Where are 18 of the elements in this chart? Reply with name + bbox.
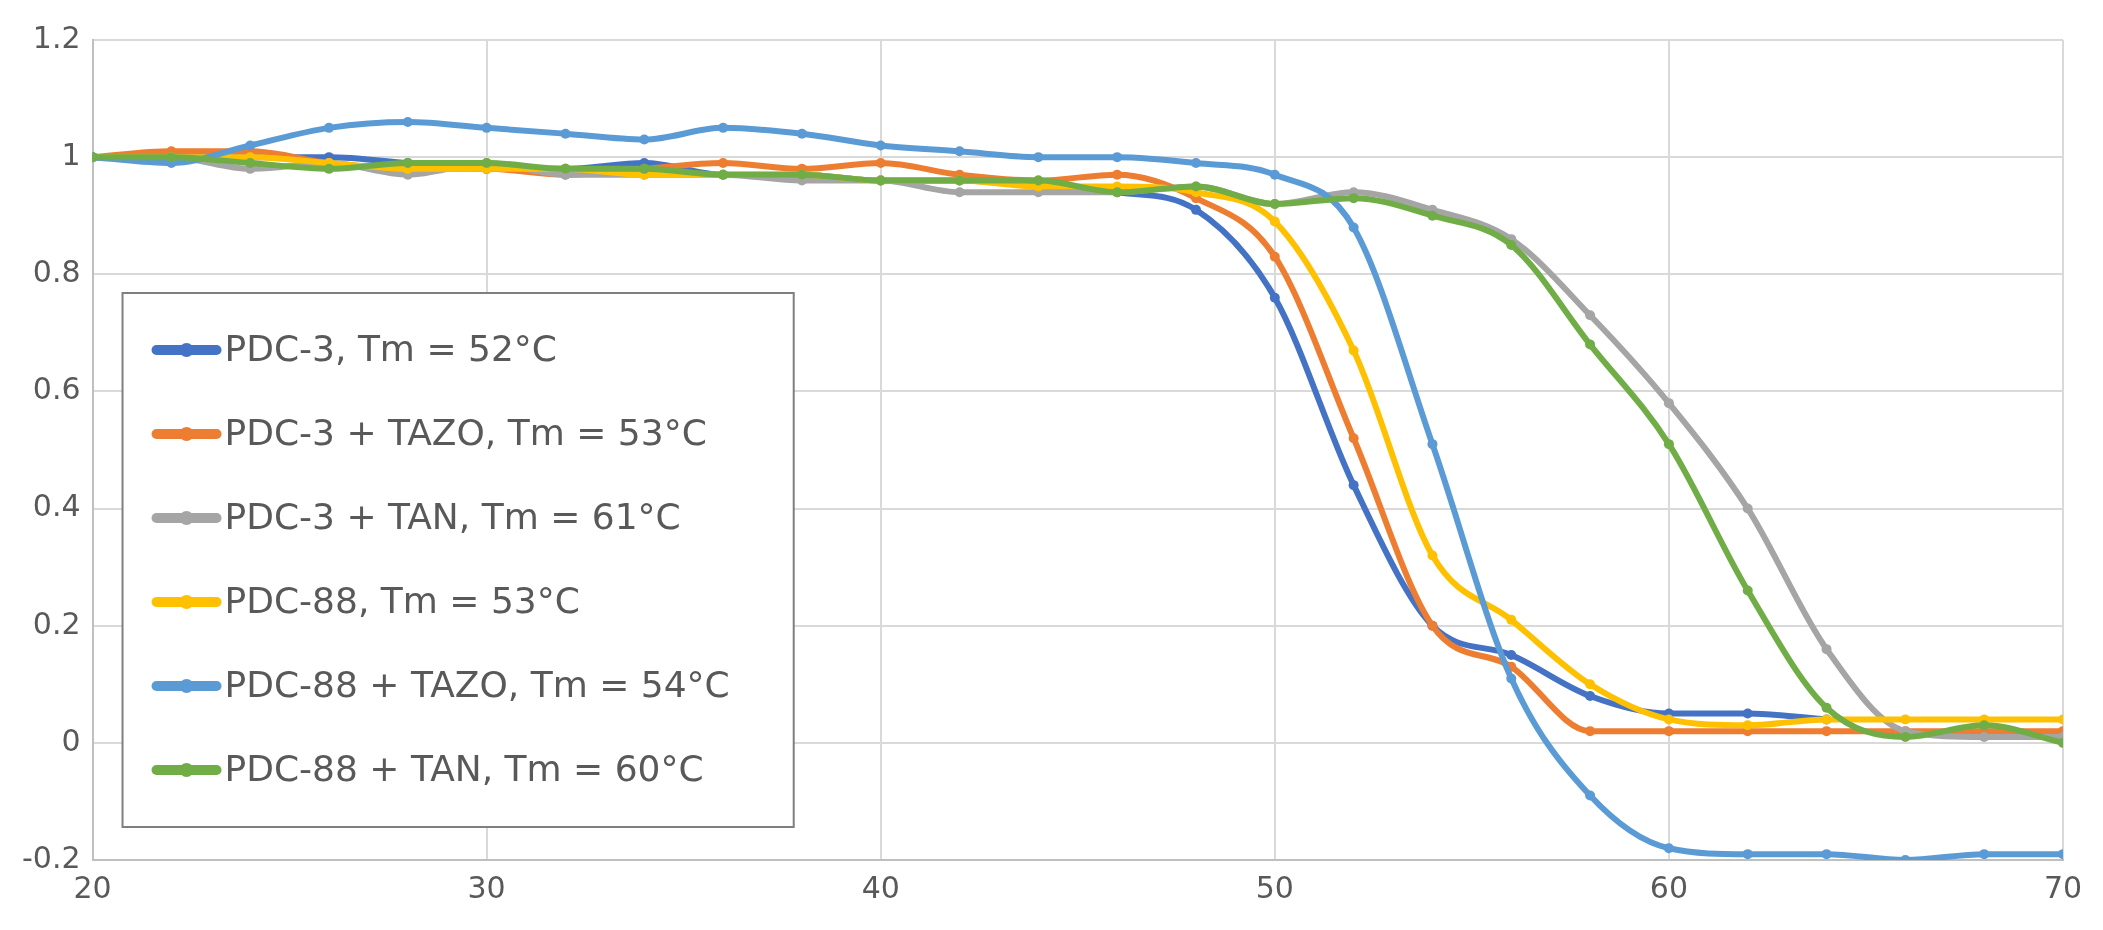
legend-label: PDC-3 + TAN, Tm = 61°C (224, 496, 681, 538)
x-tick-label: 50 (1255, 869, 1294, 905)
x-tick-label: 30 (467, 869, 506, 905)
y-tick-label: 0.8 (32, 254, 81, 290)
y-tick-label: 1 (61, 136, 81, 172)
x-tick-label: 70 (2043, 869, 2083, 905)
legend-label: PDC-88 + TAN, Tm = 60°C (224, 748, 704, 790)
y-tick-label: 0.6 (32, 371, 81, 407)
x-tick-label: 60 (1649, 869, 1688, 905)
y-tick-label: 0 (61, 722, 81, 758)
legend-label: PDC-3, Tm = 52°C (224, 328, 557, 370)
legend-label: PDC-88 + TAZO, Tm = 54°C (224, 664, 730, 706)
y-tick-label: 0.4 (32, 488, 81, 524)
legend-label: PDC-3 + TAZO, Tm = 53°C (224, 412, 707, 454)
x-tick-label: 40 (861, 869, 900, 905)
legend-label: PDC-88, Tm = 53°C (224, 580, 580, 622)
y-tick-label: 1.2 (32, 19, 81, 55)
y-tick-label: 0.2 (32, 605, 81, 641)
